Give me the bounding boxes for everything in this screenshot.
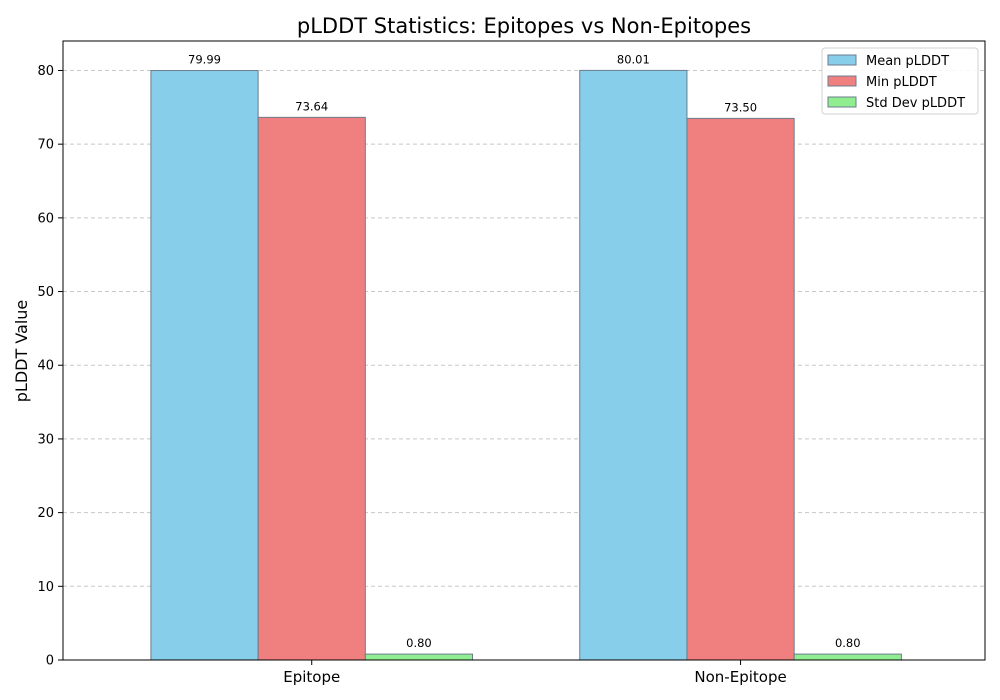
x-tick-label: Epitope bbox=[283, 668, 340, 686]
legend-label: Std Dev pLDDT bbox=[866, 96, 965, 111]
legend-box bbox=[821, 47, 979, 115]
legend: Mean pLDDT Min pLDDT Std Dev pLDDT bbox=[821, 47, 979, 115]
data-labels: 79.99 73.64 0.80 80.01 73.50 0.80 bbox=[188, 52, 861, 650]
legend-label: Min pLDDT bbox=[866, 75, 937, 90]
bar bbox=[579, 69, 688, 661]
y-tick-label: 10 bbox=[37, 580, 54, 595]
legend-label: Mean pLDDT bbox=[866, 54, 949, 69]
y-axis-label: pLDDT Value bbox=[12, 300, 31, 403]
y-tick-label: 40 bbox=[37, 359, 54, 374]
y-tick-label: 60 bbox=[37, 211, 54, 226]
x-tick-label: Non-Epitope bbox=[694, 668, 786, 686]
axes: 0 10 20 30 40 50 60 70 80 Epitope Non-Epitope bbox=[37, 40, 986, 686]
bar bbox=[150, 70, 259, 661]
legend-swatch bbox=[827, 54, 857, 66]
y-tick-label: 20 bbox=[37, 506, 54, 521]
y-tick-label: 50 bbox=[37, 285, 54, 300]
bar-value-label: 0.80 bbox=[406, 636, 432, 650]
bars bbox=[150, 69, 902, 661]
bar bbox=[686, 117, 795, 661]
y-tick-label: 70 bbox=[37, 138, 54, 153]
bar bbox=[257, 116, 366, 661]
bar-value-label: 73.50 bbox=[724, 100, 757, 114]
bar bbox=[364, 653, 474, 661]
y-tick-label: 0 bbox=[46, 654, 54, 669]
plot-frame bbox=[62, 40, 986, 661]
chart-title: pLDDT Statistics: Epitopes vs Non-Epitop… bbox=[297, 14, 751, 38]
legend-swatch bbox=[827, 75, 857, 87]
bar-value-label: 0.80 bbox=[835, 636, 861, 650]
bar bbox=[793, 653, 902, 661]
bar-value-label: 80.01 bbox=[617, 52, 650, 66]
bar-value-label: 73.64 bbox=[295, 99, 328, 113]
bar-value-label: 79.99 bbox=[188, 53, 221, 67]
legend-swatch bbox=[827, 96, 857, 108]
y-tick-label: 30 bbox=[37, 432, 54, 447]
y-tick-label: 80 bbox=[37, 64, 54, 79]
